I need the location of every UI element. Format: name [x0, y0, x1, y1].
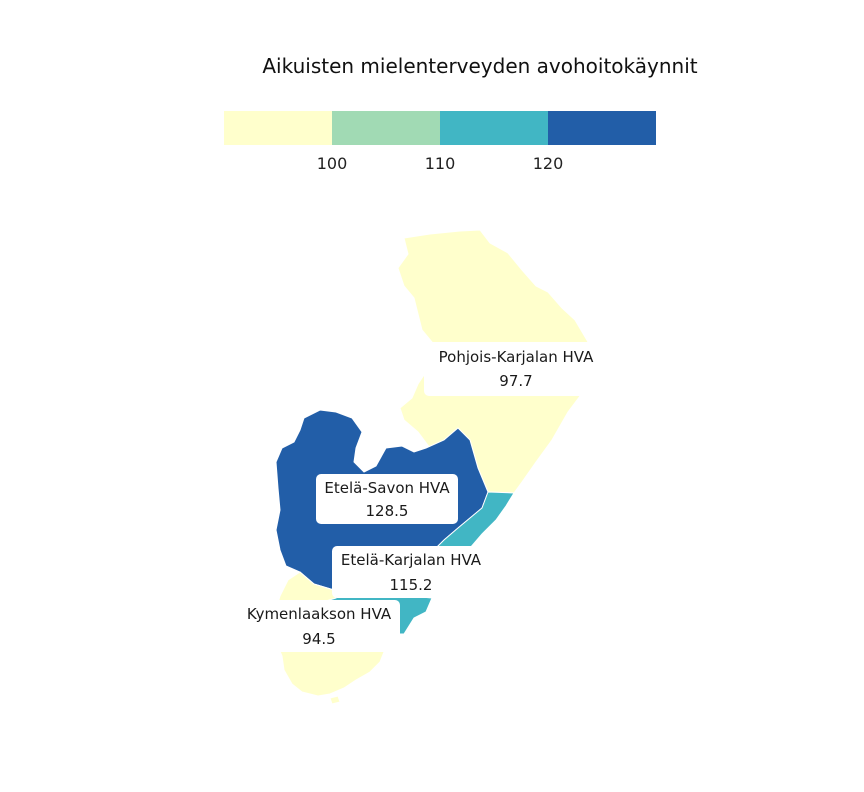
legend-swatch-3	[440, 111, 548, 145]
legend-tick-110: 110	[424, 154, 456, 173]
label-name-kymenlaakso: Kymenlaakson HVA	[247, 605, 392, 623]
label-box-etela-karjala	[332, 546, 492, 598]
label-box-pohjois-karjala	[424, 342, 608, 396]
label-value-etela-savo: 128.5	[366, 502, 409, 520]
legend-tick-120: 120	[532, 154, 564, 173]
label-value-kymenlaakso: 94.5	[302, 630, 335, 648]
label-name-etela-savo: Etelä-Savon HVA	[324, 479, 450, 497]
legend-swatch-4	[548, 111, 656, 145]
legend-swatch-1	[224, 111, 332, 145]
label-name-etela-karjala: Etelä-Karjalan HVA	[341, 551, 482, 569]
label-box-kymenlaakso	[218, 600, 400, 652]
legend-swatch-2	[332, 111, 440, 145]
label-value-pohjois-karjala: 97.7	[499, 372, 532, 390]
region-kymenlaakso-island[interactable]	[329, 695, 341, 705]
label-value-etela-karjala: 115.2	[390, 576, 433, 594]
label-etela-karjala: Etelä-Karjalan HVA 115.2	[332, 546, 492, 598]
label-pohjois-karjala: Pohjois-Karjalan HVA 97.7	[424, 342, 608, 396]
label-etela-savo: Etelä-Savon HVA 128.5	[316, 474, 458, 524]
map-title: Aikuisten mielenterveyden avohoitokäynni…	[262, 54, 698, 78]
label-kymenlaakso: Kymenlaakson HVA 94.5	[218, 600, 400, 652]
color-legend	[224, 111, 656, 145]
label-box-etela-savo	[316, 474, 458, 524]
label-name-pohjois-karjala: Pohjois-Karjalan HVA	[439, 348, 594, 366]
legend-tick-100: 100	[316, 154, 348, 173]
